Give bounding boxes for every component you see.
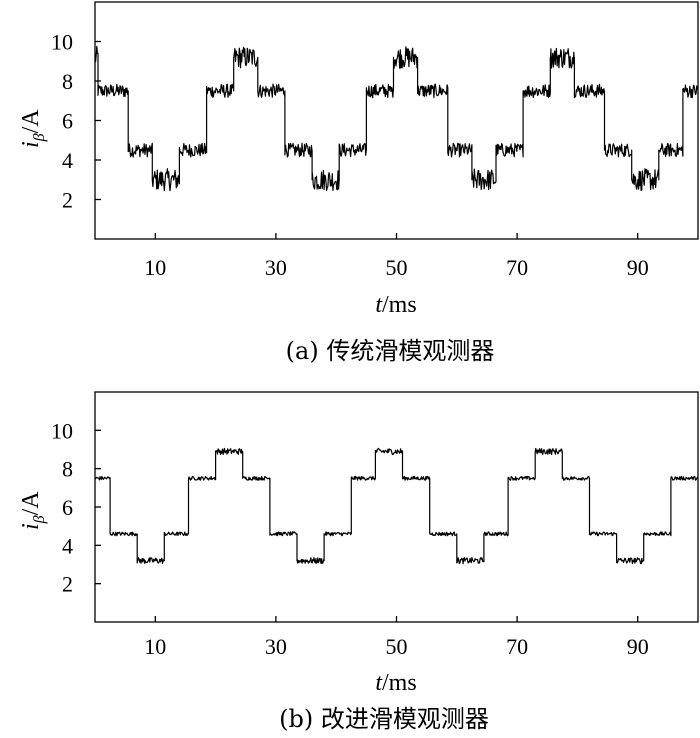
plot-frame-b (94, 391, 699, 623)
panel-b: 2 4 6 8 10 10 30 50 70 90 iβ/A t/ms (b) 改进滑模观测器 (18, 391, 699, 733)
x-tick-label: 90 (627, 255, 649, 280)
plot-frame-a (94, 1, 699, 240)
caption-b: (b) 改进滑模观测器 (279, 705, 489, 733)
x-axis-title-b: t/ms (375, 670, 416, 696)
caption-a: (a) 传统滑模观测器 (286, 337, 495, 365)
y-tick-label: 4 (62, 533, 73, 558)
x-axis-ticks-a: 10 30 50 70 90 (144, 233, 649, 280)
y-tick-label: 8 (62, 457, 73, 482)
x-tick-label: 50 (386, 255, 408, 280)
y-tick-label: 2 (62, 572, 73, 597)
y-axis-ticks-a: 2 4 6 8 10 (51, 30, 101, 213)
current-trace-a (94, 45, 699, 192)
y-tick-label: 10 (51, 30, 73, 55)
x-axis-ticks-b: 10 30 50 70 90 (144, 616, 649, 659)
x-axis-title-a: t/ms (375, 292, 416, 318)
y-axis-ticks-b: 2 4 6 8 10 (51, 418, 101, 597)
current-trace-b (94, 447, 699, 565)
x-tick-label: 10 (144, 255, 166, 280)
y-tick-label: 4 (62, 148, 73, 173)
y-tick-label: 10 (51, 418, 73, 443)
y-axis-title-a: iβ/A (18, 109, 48, 148)
x-tick-label: 30 (265, 634, 287, 659)
y-tick-label: 2 (62, 188, 73, 213)
x-tick-label: 70 (506, 255, 528, 280)
x-tick-label: 70 (506, 634, 528, 659)
panel-a: 2 4 6 8 10 10 30 50 70 90 iβ/A t/ms (a) 传统滑模观测器 (18, 1, 699, 365)
x-tick-label: 30 (265, 255, 287, 280)
y-tick-label: 8 (62, 69, 73, 94)
y-axis-title-b: iβ/A (18, 491, 48, 530)
y-tick-label: 6 (62, 495, 73, 520)
x-tick-label: 50 (386, 634, 408, 659)
x-tick-label: 10 (144, 634, 166, 659)
y-tick-label: 6 (62, 109, 73, 134)
x-tick-label: 90 (627, 634, 649, 659)
